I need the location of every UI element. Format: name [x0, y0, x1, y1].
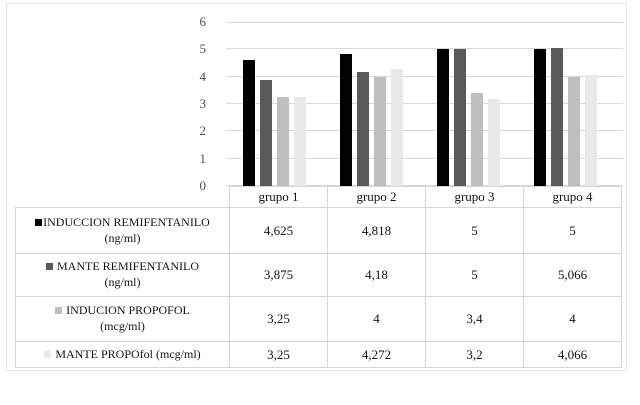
category-header-row: grupo 1 grupo 2 grupo 3 grupo 4 — [16, 186, 622, 208]
category-label-grupo-3: grupo 3 — [425, 186, 524, 208]
legend-label-units: (mcg/ml) — [100, 319, 145, 333]
table-cell: 4,818 — [327, 207, 426, 254]
bar-mante-propofol-g2 — [391, 69, 403, 186]
legend-label-units: (ng/ml) — [104, 275, 141, 289]
y-tick-label: 2 — [199, 123, 207, 138]
y-axis: 0 1 2 3 4 5 6 — [187, 14, 213, 193]
table-cell: 3,875 — [229, 253, 328, 297]
gridline — [226, 103, 623, 104]
table-cell: 3,4 — [425, 296, 524, 342]
bar-mante-remi-g3 — [454, 49, 466, 186]
table-cell: 3,25 — [229, 296, 328, 342]
legend-label: INDUCCION REMIFENTANILO — [43, 214, 210, 229]
bar-mante-propofol-g3 — [488, 98, 500, 186]
series-3-swatch-icon — [55, 307, 63, 315]
gridline — [226, 76, 623, 77]
legend-item-mante-propofol: MANTE PROPOfol (mcg/ml) — [15, 341, 230, 368]
legend-label-units: (ng/ml) — [104, 230, 141, 245]
category-group-2 — [323, 22, 420, 186]
table-cell: 4 — [327, 296, 426, 342]
bar-mante-propofol-g4 — [585, 74, 597, 186]
bar-mante-propofol-g1 — [294, 97, 306, 186]
plot-area — [226, 22, 623, 186]
category-group-3 — [420, 22, 517, 186]
table-row: INDUCCION REMIFENTANILO (ng/ml) 4,625 4,… — [15, 207, 622, 254]
legend-item-mante-remifentanilo: MANTE REMIFENTANILO (ng/ml) — [15, 253, 230, 297]
series-4-swatch-icon — [44, 350, 52, 358]
y-tick-label: 5 — [199, 41, 207, 56]
gridline — [226, 130, 623, 131]
y-tick-label: 4 — [199, 69, 207, 84]
y-tick-label: 3 — [199, 96, 207, 111]
table-row: MANTE REMIFENTANILO (ng/ml) 3,875 4,18 5… — [15, 253, 622, 297]
table-cell: 5 — [523, 207, 622, 254]
table-row: MANTE PROPOfol (mcg/ml) 3,25 4,272 3,2 4… — [15, 341, 622, 368]
bar-mante-remi-g4 — [551, 47, 563, 186]
category-label-grupo-1: grupo 1 — [229, 186, 328, 208]
table-cell: 5 — [425, 207, 524, 254]
bar-induccion-remi-g4 — [534, 49, 546, 186]
legend-label: INDUCION PROPOFOL — [66, 303, 190, 318]
legend-label: MANTE REMIFENTANILO — [56, 259, 200, 274]
table-cell: 4,18 — [327, 253, 426, 297]
bar-induccion-remi-g2 — [340, 54, 352, 186]
y-tick-label: 6 — [199, 14, 207, 29]
bar-mante-remi-g2 — [357, 71, 369, 186]
category-group-4 — [517, 22, 614, 186]
gridline — [226, 158, 623, 159]
table-row: INDUCION PROPOFOL (mcg/ml) 3,25 4 3,4 4 — [15, 296, 622, 342]
y-tick-label: 1 — [199, 151, 207, 166]
table-cell: 4,625 — [229, 207, 328, 254]
table-cell: 4 — [523, 296, 622, 342]
gridline — [226, 48, 623, 49]
gridline — [226, 185, 623, 186]
table-cell: 3,25 — [229, 341, 328, 368]
table-cell: 4,272 — [327, 341, 426, 368]
series-1-swatch-icon — [35, 218, 43, 226]
category-label-grupo-4: grupo 4 — [523, 186, 622, 208]
legend-item-inducion-propofol: INDUCION PROPOFOL (mcg/ml) — [15, 296, 230, 342]
table-cell: 5 — [425, 253, 524, 297]
legend-item-induccion-remifentanilo: INDUCCION REMIFENTANILO (ng/ml) — [15, 207, 230, 254]
table-cell: 3,2 — [425, 341, 524, 368]
bar-inducion-propofol-g1 — [277, 97, 289, 186]
header-spacer-cell — [16, 187, 230, 208]
bar-inducion-propofol-g4 — [568, 76, 580, 186]
bar-induccion-remi-g1 — [243, 59, 255, 186]
y-tick-label: 0 — [199, 178, 207, 193]
legend-label: MANTE PROPOfol (mcg/ml) — [55, 346, 201, 361]
gridline — [226, 22, 623, 23]
table-cell: 5,066 — [523, 253, 622, 297]
bars-layer — [226, 22, 614, 186]
category-label-grupo-2: grupo 2 — [327, 186, 426, 208]
bar-induccion-remi-g3 — [437, 49, 449, 186]
table-cell: 4,066 — [523, 341, 622, 368]
series-2-swatch-icon — [45, 263, 53, 271]
bar-inducion-propofol-g3 — [471, 93, 483, 186]
bar-mante-remi-g1 — [260, 80, 272, 186]
data-table: grupo 1 grupo 2 grupo 3 grupo 4 INDUCCIO… — [15, 186, 622, 368]
bar-inducion-propofol-g2 — [374, 76, 386, 186]
category-group-1 — [226, 22, 323, 186]
